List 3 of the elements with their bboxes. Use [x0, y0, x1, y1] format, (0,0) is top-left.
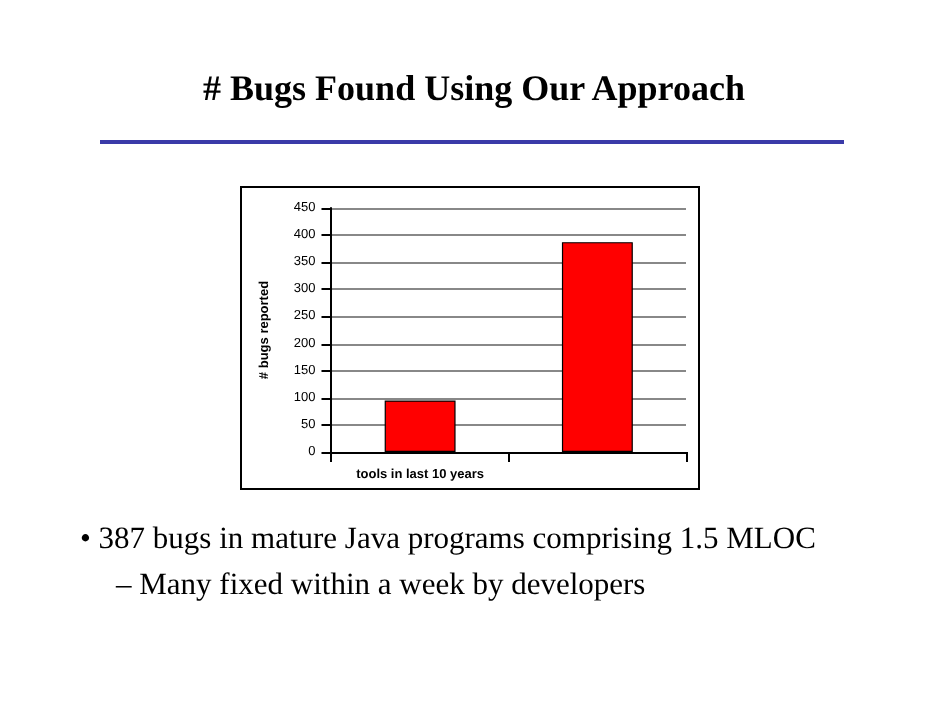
- chart-title: # Bugs Found Using Our Approach: [201, 68, 747, 110]
- text: • 387 bugs in mature Java programs comprising 1.5 MLOC: [80, 522, 816, 556]
- text: – Many fixed within a week by developers: [116, 568, 646, 602]
